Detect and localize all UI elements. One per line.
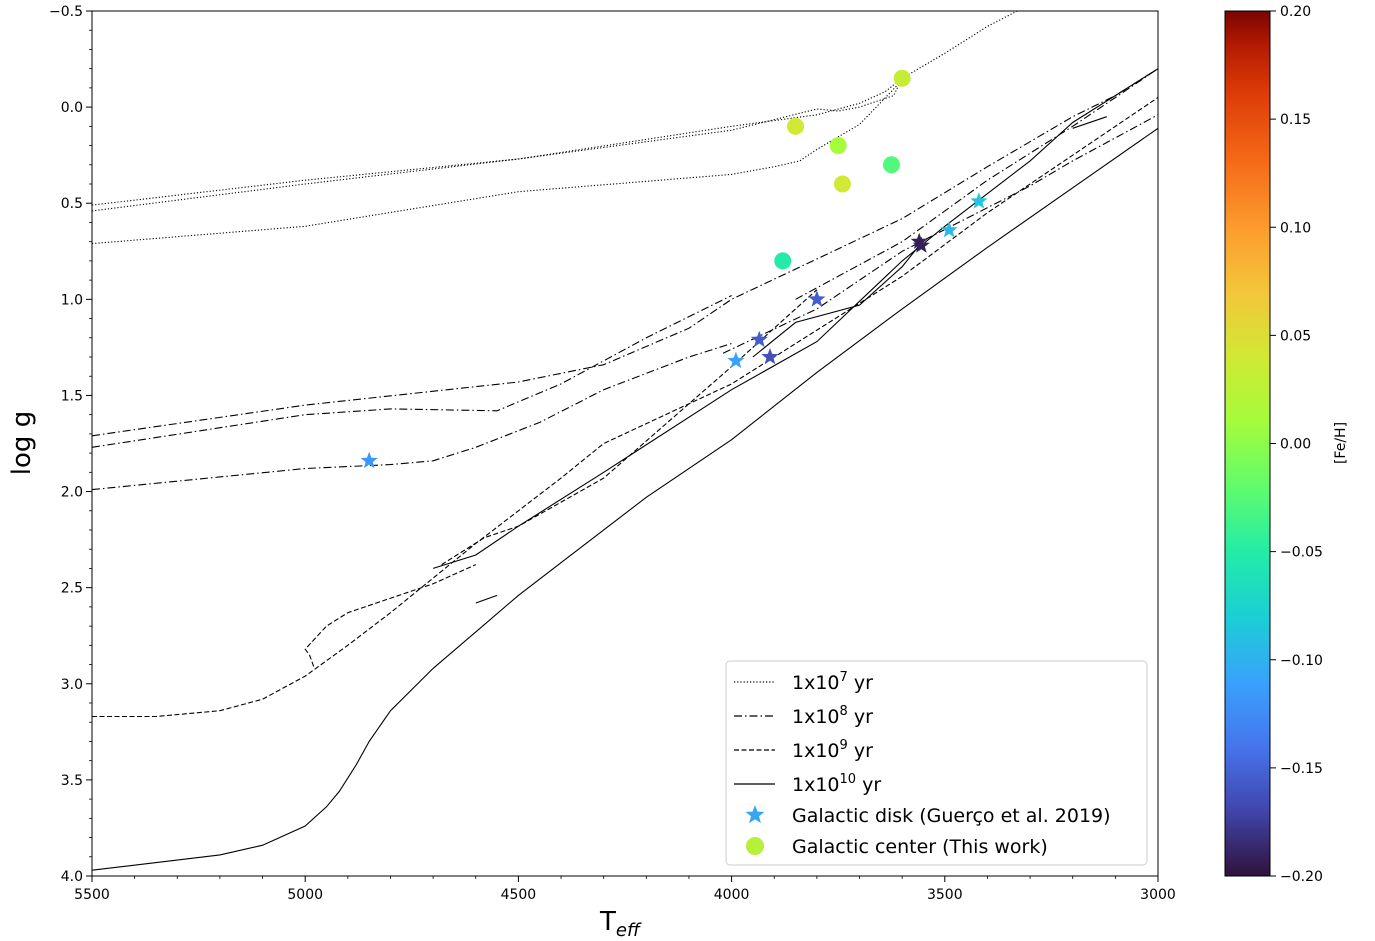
x-tick-label: 5000 [287, 887, 323, 903]
isochrone-solid-segment-0 [92, 127, 1158, 871]
isochrone-dotted-segment-0 [92, 11, 1018, 206]
galactic-center-point [774, 252, 792, 270]
legend-label-1e9: 1x109 yr [792, 738, 873, 762]
isochrone-solid-segment-2 [475, 594, 498, 604]
galactic-disk-point [750, 330, 768, 347]
colorbar-ticks: 0.20 0.15 0.10 0.05 0.00 −0.05 −0.10 −0.15 −0.20 [1270, 4, 1323, 885]
y-axis-label: log g [7, 411, 37, 475]
galactic-disk-point [940, 221, 958, 238]
colorbar-tick-label: 0.00 [1280, 437, 1311, 453]
isochrone-dashdot-segment-3 [722, 114, 1158, 354]
isochrone-dashed-segment-1 [441, 289, 818, 566]
x-axis-label: Teff [599, 907, 642, 941]
y-tick-label: 1.5 [61, 388, 83, 404]
legend-label-1e10: 1x1010 yr [792, 772, 881, 796]
isochrone-solid-segment-3 [1072, 116, 1107, 129]
galactic-disk-point [910, 232, 928, 249]
galactic-disk-point [808, 290, 826, 307]
legend: 1x107 yr 1x108 yr 1x109 yr 1x1010 yr Gal… [725, 660, 1148, 866]
x-tick-label: 5500 [74, 887, 110, 903]
plot-frame [91, 10, 1159, 877]
x-tick-label: 3000 [1140, 887, 1176, 903]
colorbar-tick-label: 0.10 [1280, 220, 1311, 236]
galactic-center-point [893, 69, 911, 87]
isochrone-dashdot-segment-4 [795, 68, 1158, 300]
galactic-center-point [833, 175, 851, 193]
colorbar-label: [Fe/H] [1333, 422, 1349, 464]
legend-circle-icon [746, 837, 764, 855]
colorbar: 0.20 0.15 0.10 0.05 0.00 −0.05 −0.10 −0.15 −0.20… [1224, 4, 1349, 885]
y-tick-label: 3.5 [61, 773, 83, 789]
colorbar-gradient-upper [1225, 11, 1270, 228]
galactic-disk-point [970, 192, 988, 209]
colorbar-tick-label: −0.20 [1280, 869, 1323, 885]
star-markers [360, 69, 988, 469]
x-tick-label: 3500 [927, 887, 963, 903]
colorbar-tick-label: −0.10 [1280, 653, 1323, 669]
colorbar-tick-label: −0.05 [1280, 545, 1323, 561]
galactic-center-point [829, 137, 847, 155]
isochrone-dashdot-segment-0 [92, 68, 1158, 437]
legend-label-disk: Galactic disk (Guerço et al. 2019) [792, 805, 1111, 827]
y-tick-label: 2.5 [61, 581, 83, 597]
x-tick-label: 4000 [714, 887, 750, 903]
isochrone-dashed-segment-2 [304, 564, 477, 667]
y-tick-label: 4.0 [61, 869, 83, 885]
isochrone-solid-segment-1 [432, 68, 1158, 569]
y-tick-label: 2.0 [61, 485, 83, 501]
x-axis-ticks: 5500 5000 4500 4000 3500 3000 [74, 876, 1176, 903]
galactic-disk-point [761, 348, 779, 365]
isochrone-dotted-segment-2 [92, 79, 903, 245]
legend-label-1e8: 1x108 yr [792, 704, 873, 728]
colorbar-tick-label: 0.05 [1280, 328, 1311, 344]
colorbar-tick-label: 0.15 [1280, 112, 1311, 128]
x-tick-label: 4500 [501, 887, 537, 903]
isochrone-dashdot-segment-2 [92, 342, 732, 491]
isochrone-dashdot-segment-1 [92, 295, 732, 448]
y-tick-label: 1.0 [61, 292, 83, 308]
colorbar-tick-label: −0.15 [1280, 761, 1323, 777]
colorbar-gradient-lower [1225, 227, 1270, 876]
y-axis-ticks: −0.5 0.0 0.5 1.0 1.5 2.0 2.5 3.0 3.5 4.0 [49, 4, 92, 885]
y-tick-label: 0.0 [61, 100, 83, 116]
y-tick-label: 3.0 [61, 677, 83, 693]
galactic-center-point [883, 156, 900, 174]
legend-star-icon [745, 805, 765, 824]
galactic-disk-point [912, 236, 930, 253]
legend-label-1e7: 1x107 yr [792, 670, 873, 694]
galactic-disk-point [360, 451, 378, 469]
y-tick-label: 0.5 [61, 196, 83, 212]
isochrone-solid-segment-4 [752, 245, 920, 358]
y-tick-label: −0.5 [49, 4, 83, 20]
colorbar-tick-label: 0.20 [1280, 4, 1311, 20]
isochrone-lines [92, 11, 1158, 871]
legend-label-center: Galactic center (This work) [792, 836, 1048, 858]
galactic-center-point [787, 117, 805, 135]
galactic-disk-point [727, 351, 745, 369]
isochrone-dashed-segment-0 [92, 97, 1158, 718]
legend-box [725, 660, 1148, 866]
